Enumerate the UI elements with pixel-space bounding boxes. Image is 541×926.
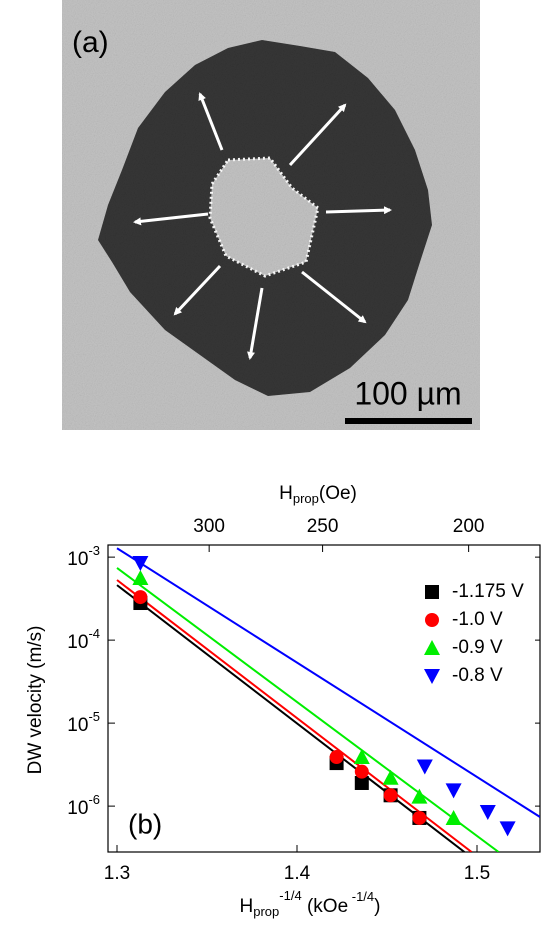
y-tick-label: 10-6 — [67, 793, 100, 820]
panel-label: (a) — [72, 26, 109, 59]
marker — [329, 750, 344, 765]
x2-label-part: H — [279, 483, 293, 504]
marker — [382, 769, 399, 785]
arrows — [133, 92, 392, 360]
y-tick-exp: -4 — [88, 627, 100, 642]
marker — [353, 749, 370, 765]
arrow — [301, 270, 367, 324]
y-tick-exp: -6 — [88, 793, 100, 808]
x-tick-label: 1.5 — [464, 863, 490, 884]
marker — [132, 570, 149, 586]
marker — [412, 810, 427, 825]
y-axis-label: DW velocity (m/s) — [25, 626, 46, 775]
arrow — [288, 103, 347, 167]
arrow — [133, 212, 209, 226]
panel-label: (b) — [128, 808, 162, 839]
marker — [411, 788, 428, 804]
y-tick-exp: -3 — [88, 544, 100, 559]
legend-marker — [425, 613, 439, 627]
y-tick-label: 10-5 — [67, 710, 100, 737]
marker — [499, 821, 516, 837]
marker — [354, 764, 369, 779]
arrow — [247, 287, 264, 360]
y-tick-base: 10 — [67, 632, 88, 653]
y-tick-exp: -5 — [88, 710, 100, 725]
legend-label: -0.8 V — [452, 665, 503, 686]
fit-line — [116, 584, 466, 852]
arrow — [173, 264, 222, 316]
legend-label: -1.175 V — [452, 581, 524, 602]
scale-bar-label: 100 µm — [354, 375, 461, 411]
legend-marker — [424, 640, 440, 655]
marker — [132, 555, 149, 571]
marker — [354, 775, 369, 790]
x-axis-label: Hprop-1/4 (kOe -1/4) — [240, 888, 381, 919]
plot-frame — [107, 544, 541, 853]
marker — [479, 804, 496, 820]
x2-label-part: prop — [293, 491, 319, 506]
legend-label: -1.0 V — [452, 609, 503, 630]
marker — [445, 809, 462, 825]
x2-tick-label: 250 — [307, 516, 339, 537]
x-label-part: prop — [253, 904, 279, 919]
arrow — [325, 206, 392, 215]
x-label-part: ) — [374, 896, 380, 917]
x-label-part: -1/4 — [279, 888, 301, 903]
micrograph — [62, 0, 480, 430]
nucleus — [208, 156, 320, 278]
marker — [133, 590, 148, 605]
x-label-part: -1/4 — [348, 889, 374, 904]
y-tick-base: 10 — [67, 715, 88, 736]
y-tick-label: 10-3 — [67, 544, 100, 571]
x-label-part: H — [240, 896, 254, 917]
fit-line — [116, 579, 473, 852]
legend-marker — [425, 585, 439, 599]
x-label-part: (kOe — [302, 896, 348, 917]
x2-tick-label: 300 — [193, 516, 225, 537]
marker — [416, 759, 433, 775]
x-tick-label: 1.3 — [104, 863, 130, 884]
y-tick-label: 10-4 — [67, 627, 100, 654]
y-tick-base: 10 — [67, 798, 88, 819]
y-tick-base: 10 — [67, 549, 88, 570]
x2-label-part: (Oe) — [319, 483, 357, 504]
fit-line — [116, 547, 540, 818]
legend-label: -0.9 V — [452, 637, 503, 658]
x2-axis-label: Hprop(Oe) — [279, 483, 357, 506]
x-tick-label: 1.4 — [284, 863, 311, 884]
fit-line — [116, 567, 500, 852]
marker — [445, 783, 462, 799]
legend-marker — [424, 669, 440, 684]
marker — [383, 788, 398, 803]
arrow — [198, 92, 224, 151]
x2-tick-label: 200 — [453, 516, 485, 537]
